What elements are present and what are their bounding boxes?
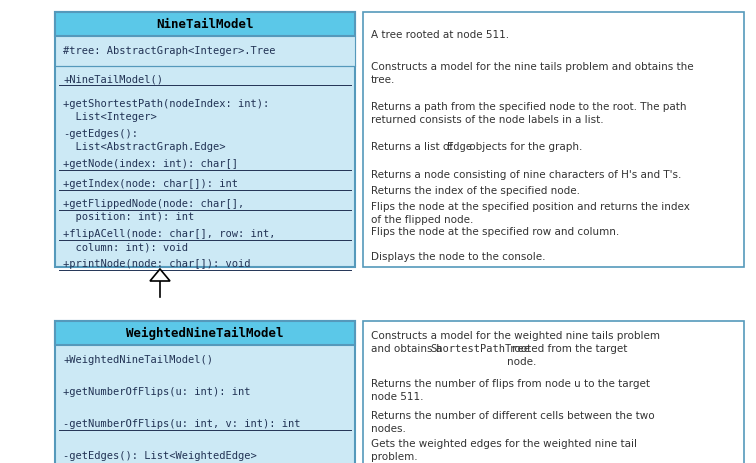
Text: objects for the graph.: objects for the graph. (466, 142, 582, 152)
Bar (55, 321, 355, 463)
Text: Returns the number of flips from node u to the target
node 511.: Returns the number of flips from node u … (371, 379, 650, 402)
Text: +getNode(index: int): char[]: +getNode(index: int): char[] (63, 159, 238, 169)
Bar (55, 321, 355, 345)
Text: rooted from the target
node.: rooted from the target node. (507, 344, 627, 367)
Text: Returns the index of the specified node.: Returns the index of the specified node. (371, 186, 580, 196)
Text: Returns a node consisting of nine characters of H's and T's.: Returns a node consisting of nine charac… (371, 170, 681, 180)
Text: #tree: AbstractGraph<Integer>.Tree: #tree: AbstractGraph<Integer>.Tree (63, 46, 275, 56)
Text: NineTailModel: NineTailModel (156, 18, 254, 31)
Text: Returns a list of: Returns a list of (371, 142, 457, 152)
Bar (55, 12, 355, 267)
Text: Flips the node at the specified position and returns the index
of the flipped no: Flips the node at the specified position… (371, 202, 690, 225)
Text: +printNode(node: char[]): void: +printNode(node: char[]): void (63, 259, 250, 269)
Text: -getEdges(): List<WeightedEdge>: -getEdges(): List<WeightedEdge> (63, 451, 257, 461)
Bar (55, 12, 355, 36)
Text: +getFlippedNode(node: char[],
  position: int): int: +getFlippedNode(node: char[], position: … (63, 199, 244, 222)
Text: Returns a path from the specified node to the root. The path
returned consists o: Returns a path from the specified node t… (371, 102, 686, 125)
Text: +getShortestPath(nodeIndex: int):
  List<Integer>: +getShortestPath(nodeIndex: int): List<I… (63, 99, 269, 122)
Text: +WeightedNineTailModel(): +WeightedNineTailModel() (63, 355, 213, 365)
Text: Gets the weighted edges for the weighted nine tail
problem.: Gets the weighted edges for the weighted… (371, 439, 637, 462)
Text: -getNumberOfFlips(u: int, v: int): int: -getNumberOfFlips(u: int, v: int): int (63, 419, 300, 429)
Bar (55, 36, 355, 66)
Text: Edge: Edge (447, 142, 472, 152)
Text: Constructs a model for the weighted nine tails problem
and obtains a: Constructs a model for the weighted nine… (371, 331, 660, 354)
Text: -getEdges():
  List<AbstractGraph.Edge>: -getEdges(): List<AbstractGraph.Edge> (63, 129, 225, 152)
Text: ShortestPathTree: ShortestPathTree (430, 344, 530, 354)
Text: A tree rooted at node 511.: A tree rooted at node 511. (371, 30, 509, 40)
Text: Flips the node at the specified row and column.: Flips the node at the specified row and … (371, 227, 619, 237)
Bar (363, 321, 744, 463)
Text: WeightedNineTailModel: WeightedNineTailModel (126, 326, 284, 339)
Text: Displays the node to the console.: Displays the node to the console. (371, 252, 546, 262)
Text: +flipACell(node: char[], row: int,
  column: int): void: +flipACell(node: char[], row: int, colum… (63, 229, 275, 252)
Text: +getIndex(node: char[]): int: +getIndex(node: char[]): int (63, 179, 238, 189)
Text: +getNumberOfFlips(u: int): int: +getNumberOfFlips(u: int): int (63, 387, 250, 397)
Text: Returns the number of different cells between the two
nodes.: Returns the number of different cells be… (371, 411, 655, 434)
Text: +NineTailModel(): +NineTailModel() (63, 74, 163, 84)
Bar (363, 12, 744, 267)
Text: Constructs a model for the nine tails problem and obtains the
tree.: Constructs a model for the nine tails pr… (371, 62, 693, 85)
Polygon shape (150, 269, 170, 281)
